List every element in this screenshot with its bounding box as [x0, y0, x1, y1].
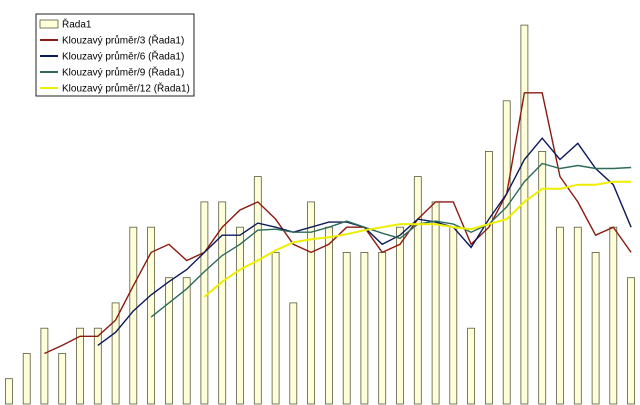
bar: [5, 378, 13, 405]
series-line: [203, 180, 632, 298]
bar: [431, 201, 440, 405]
bar: [556, 226, 564, 405]
legend-label: Klouzavý průměr/9 (Řada1): [62, 66, 184, 79]
bar: [111, 302, 120, 405]
bar: [591, 251, 600, 405]
bar: [76, 327, 84, 405]
bar: [609, 226, 618, 405]
bar: [324, 226, 333, 405]
bar: [40, 327, 49, 405]
bar: [129, 226, 138, 405]
legend-label: Klouzavý průměr/12 (Řada1): [62, 82, 190, 95]
bar: [378, 251, 387, 405]
bar: [538, 150, 547, 405]
bar: [22, 353, 31, 405]
bar: [573, 226, 582, 405]
bar-series: [5, 24, 635, 405]
bar: [449, 226, 458, 405]
bar: [502, 100, 511, 405]
bar: [93, 327, 102, 405]
legend-box: [35, 13, 195, 97]
bar: [218, 201, 227, 405]
bar: [147, 226, 156, 405]
bar: [396, 226, 404, 405]
bar: [484, 150, 493, 405]
bar: [253, 176, 262, 405]
bar: [271, 251, 280, 405]
legend: Řada1 Klouzavý průměr/3 (Řada1) Klouzavý p…: [35, 13, 195, 97]
bar: [58, 353, 67, 405]
legend-label: Řada1: [62, 18, 92, 31]
legend-label: Klouzavý průměr/6 (Řada1): [62, 50, 184, 63]
bar: [200, 201, 209, 405]
legend-swatch: [39, 19, 59, 29]
bar: [360, 251, 369, 405]
bar: [236, 226, 244, 405]
series-line: [150, 162, 632, 318]
bar: [164, 277, 173, 405]
bar: [342, 251, 351, 405]
bar: [289, 302, 298, 405]
legend-label: Klouzavý průměr/3 (Řada1): [62, 34, 184, 47]
bar: [307, 201, 316, 405]
bar: [520, 24, 529, 405]
line-series: [44, 92, 632, 355]
bar: [182, 277, 191, 405]
bar: [413, 176, 422, 405]
bar: [467, 327, 476, 405]
bar: [627, 277, 635, 405]
